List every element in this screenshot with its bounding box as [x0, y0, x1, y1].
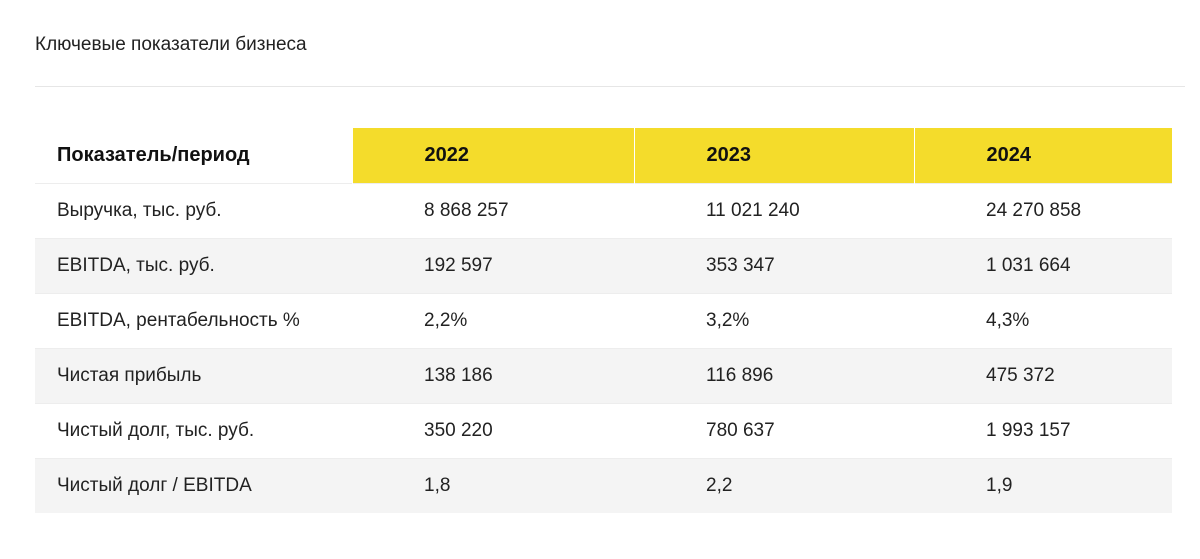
cell-value: 1 993 157 — [914, 403, 1172, 459]
cell-value: 1 031 664 — [914, 238, 1172, 294]
header-year: 2023 — [633, 128, 914, 184]
cell-value: 3,2% — [634, 293, 914, 349]
cell-value: 4,3% — [914, 293, 1172, 349]
cell-value: 780 637 — [634, 403, 914, 459]
header-year: 2022 — [351, 128, 634, 184]
table-row: Выручка, тыс. руб. 8 868 257 11 021 240 … — [35, 183, 1172, 239]
cell-value: 1,9 — [914, 458, 1172, 513]
row-label: EBITDA, тыс. руб. — [35, 238, 352, 294]
cell-value: 8 868 257 — [352, 183, 634, 239]
row-label: Чистый долг, тыс. руб. — [35, 403, 352, 459]
cell-value: 24 270 858 — [914, 183, 1172, 239]
cell-value: 2,2 — [634, 458, 914, 513]
cell-value: 11 021 240 — [634, 183, 914, 239]
table-header-row: Показатель/период 2022 2023 2024 — [35, 128, 1172, 184]
cell-value: 1,8 — [352, 458, 634, 513]
row-label: Чистый долг / EBITDA — [35, 458, 352, 513]
page-title: Ключевые показатели бизнеса — [35, 34, 307, 55]
table-row: EBITDA, тыс. руб. 192 597 353 347 1 031 … — [35, 238, 1172, 294]
cell-value: 116 896 — [634, 348, 914, 404]
title-divider — [35, 86, 1185, 87]
cell-value: 138 186 — [352, 348, 634, 404]
header-year: 2024 — [913, 128, 1172, 184]
cell-value: 475 372 — [914, 348, 1172, 404]
cell-value: 2,2% — [352, 293, 634, 349]
cell-value: 192 597 — [352, 238, 634, 294]
table-row: EBITDA, рентабельность % 2,2% 3,2% 4,3% — [35, 293, 1172, 349]
row-label: Чистая прибыль — [35, 348, 352, 404]
row-label: EBITDA, рентабельность % — [35, 293, 352, 349]
table-row: Чистый долг, тыс. руб. 350 220 780 637 1… — [35, 403, 1172, 459]
cell-value: 350 220 — [352, 403, 634, 459]
table-row: Чистая прибыль 138 186 116 896 475 372 — [35, 348, 1172, 404]
header-label: Показатель/период — [35, 128, 352, 184]
key-metrics-table: Показатель/период 2022 2023 2024 Выручка… — [35, 128, 1172, 513]
table-row: Чистый долг / EBITDA 1,8 2,2 1,9 — [35, 458, 1172, 513]
row-label: Выручка, тыс. руб. — [35, 183, 352, 239]
cell-value: 353 347 — [634, 238, 914, 294]
